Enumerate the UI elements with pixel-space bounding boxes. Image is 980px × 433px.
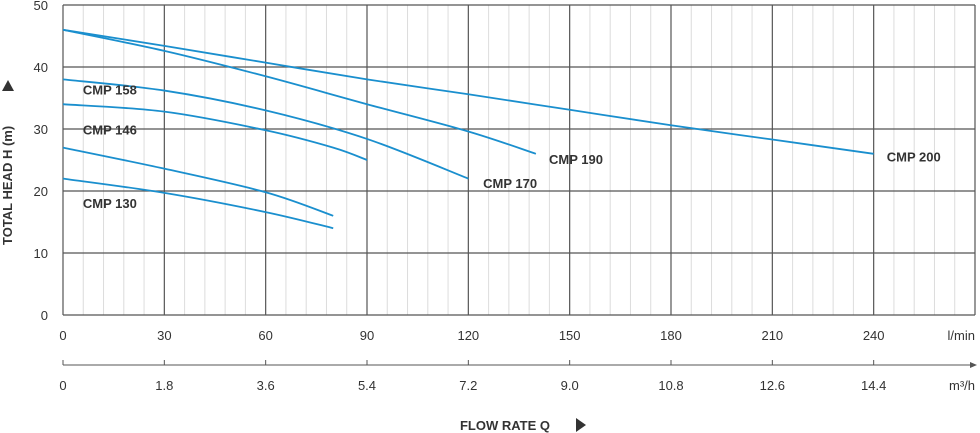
series-label: CMP 146 [83,123,137,138]
x2-tick-label: 12.6 [760,378,785,393]
x-tick-label: 210 [761,328,783,343]
x2-tick-label: 5.4 [358,378,376,393]
x-tick-label: 180 [660,328,682,343]
curve-cmp-130 [62,177,334,230]
x2-unit-label: m³/h [949,378,975,393]
x2-tick-label: 14.4 [861,378,886,393]
y-tick-label: 10 [34,246,48,261]
x2-tick-label: 1.8 [155,378,173,393]
y-tick-label: 20 [34,184,48,199]
x-tick-label: 0 [59,328,66,343]
x-axis-arrow-icon [576,418,586,432]
y-tick-label: 0 [41,308,48,323]
x-tick-label: 60 [258,328,272,343]
x-tick-label: 120 [457,328,479,343]
curve-cmp-158 [62,103,368,161]
x2-tick-label: 10.8 [658,378,683,393]
secondary-axis-arrow-icon [970,362,977,368]
series-label: CMP 158 [83,82,137,97]
curve-cmp-190 [62,28,537,155]
curve-cmp-200 [62,28,874,155]
curves [62,28,874,230]
x-axis-title: FLOW RATE Q [460,418,550,433]
x-unit-label: l/min [948,328,975,343]
y-tick-label: 30 [34,122,48,137]
x2-tick-label: 0 [59,378,66,393]
x-tick-label: 150 [559,328,581,343]
series-label: CMP 130 [83,196,137,211]
series-label: CMP 200 [887,149,941,164]
y-tick-label: 50 [34,0,48,13]
series-label: CMP 190 [549,152,603,167]
series-labels: CMP 200 CMP 190 CMP 170 CMP 158 CMP 146 CMP 1… [83,82,941,210]
y-axis-title: TOTAL HEAD H (m) [0,126,15,245]
curve-cmp-170 [62,78,469,180]
tick-labels: 0 10 20 30 40 50 0 30 60 90 120 150 180 210 240 l/min 0 1… [34,0,975,393]
x-tick-label: 240 [863,328,885,343]
series-label: CMP 170 [483,176,537,191]
x2-tick-label: 3.6 [257,378,275,393]
x2-tick-label: 9.0 [561,378,579,393]
major-gridlines [62,4,976,316]
x2-tick-label: 7.2 [459,378,477,393]
y-tick-label: 40 [34,60,48,75]
y-axis-arrow-icon [2,80,14,91]
x-tick-label: 30 [157,328,171,343]
minor-gridlines [82,5,956,315]
x-tick-label: 90 [360,328,374,343]
curve-cmp-146 [62,146,334,217]
